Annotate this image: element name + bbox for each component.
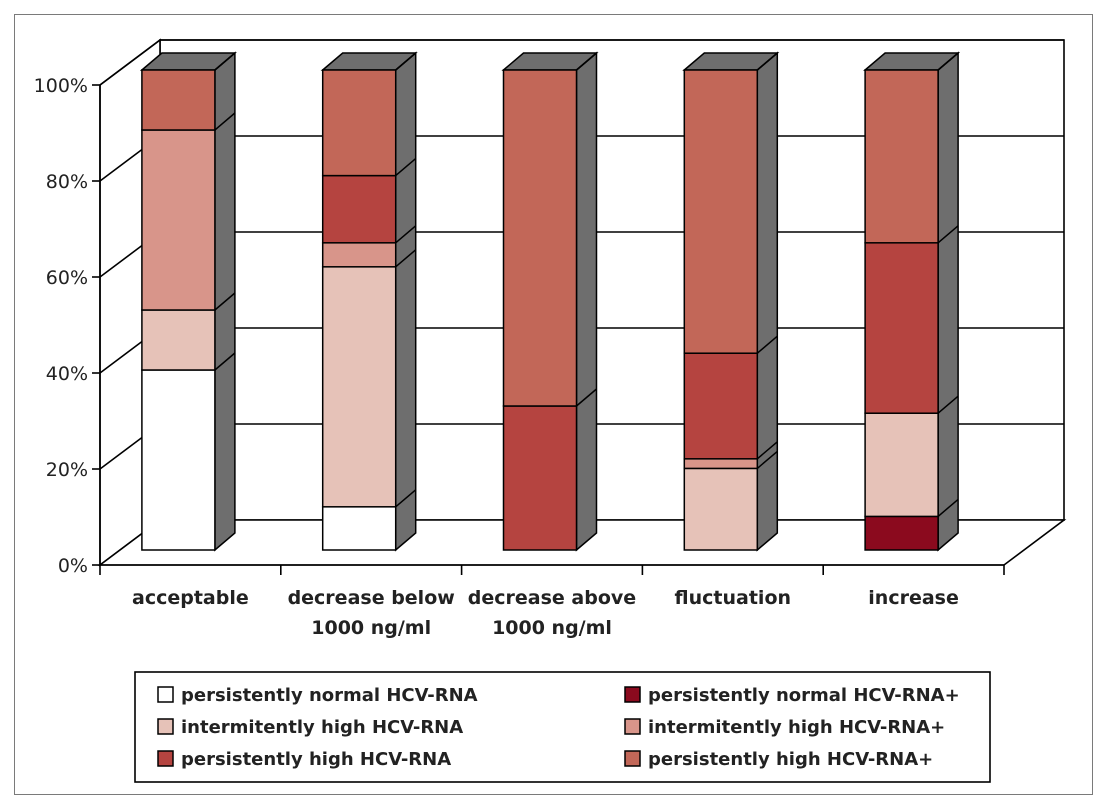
bars (139, 51, 961, 552)
bar-side (394, 51, 417, 552)
category-label: acceptable (132, 587, 249, 609)
legend-entry-persistently-high-hcv-rna: persistently high HCV-RNA (157, 749, 451, 770)
y-tick-label: 100% (34, 75, 88, 97)
segment-persistently-high-hcv-rna (141, 69, 216, 131)
category-label: fluctuation (675, 587, 791, 609)
category-label: increase (868, 587, 959, 609)
segment-persistently-high-hcv-rna (864, 69, 939, 244)
bar-acceptable (139, 51, 237, 552)
segment-intermitently-high-hcv-rna (683, 458, 759, 470)
legend-swatch (624, 718, 641, 735)
category-label: decrease below (288, 587, 455, 609)
segment-edge (214, 52, 236, 71)
legend-label: persistently normal HCV-RNA (181, 685, 478, 706)
segment-edge (395, 158, 417, 177)
bar-decrease-above-1000-ng-ml (501, 51, 599, 552)
legend-box (134, 671, 991, 783)
segment-persistently-high-hcv-rna (683, 69, 759, 354)
gridline (99, 39, 1064, 86)
legend-label: persistently high HCV-RNA (181, 749, 451, 770)
segment-edge (937, 52, 959, 71)
segment-persistently-high-hcv-rna (321, 174, 397, 244)
segment-edge (576, 52, 597, 71)
legend-swatch (157, 686, 174, 703)
segment-edge (395, 249, 417, 268)
segment-intermitently-high-hcv-rna (321, 266, 397, 508)
bar-decrease-below-1000-ng-ml (320, 51, 418, 552)
segment-intermitently-high-hcv-rna (864, 412, 939, 518)
y-axis: 0% 20% 40% 60% 80% 100% (34, 75, 101, 577)
segment-persistently-high-hcv-rna (683, 352, 759, 460)
legend-entry-persistently-normal-hcv-rna: persistently normal HCV-RNA+ (624, 685, 960, 706)
legend-swatch (157, 718, 174, 735)
bar-fluctuation (682, 51, 780, 552)
legend-label: intermitently high HCV-RNA+ (648, 717, 945, 738)
bar-increase (863, 51, 961, 552)
segment-intermitently-high-hcv-rna (141, 129, 216, 311)
segment-edge (756, 441, 778, 460)
segment-edge (214, 352, 236, 371)
legend-swatch (624, 686, 641, 703)
legend-entry-intermitently-high-hcv-rna: intermitently high HCV-RNA (157, 717, 463, 738)
category-label: 1000 ng/ml (492, 617, 612, 639)
segment-intermitently-high-hcv-rna (683, 467, 759, 551)
segment-persistently-high-hcv-rna (502, 69, 578, 407)
segment-edge (756, 52, 778, 71)
segment-persistently-high-hcv-rna (321, 69, 397, 177)
segment-persistently-normal-hcv-rna (321, 506, 397, 551)
segment-intermitently-high-hcv-rna (141, 309, 216, 371)
legend-entry-persistently-high-hcv-rna: persistently high HCV-RNA+ (624, 749, 933, 770)
segment-edge (756, 335, 778, 354)
segment-edge (756, 450, 778, 469)
legend-label: persistently high HCV-RNA+ (648, 749, 933, 770)
segment-edge (937, 225, 959, 244)
segment-persistently-high-hcv-rna (864, 242, 939, 414)
segment-persistently-high-hcv-rna (502, 405, 578, 551)
y-tick-label: 0% (58, 555, 88, 577)
segment-edge (214, 292, 236, 311)
bar-side (937, 51, 959, 552)
y-tick-label: 20% (46, 459, 88, 481)
bar-side (575, 51, 598, 552)
bar-side (756, 51, 779, 552)
segment-edge (395, 225, 417, 244)
y-tick-label: 60% (46, 267, 88, 289)
y-tick-label: 80% (46, 171, 88, 193)
segment-edge (395, 52, 417, 71)
segment-persistently-normal-hcv-rna (141, 369, 216, 551)
segment-edge (937, 498, 959, 517)
segment-edge (214, 112, 236, 131)
legend-entry-intermitently-high-hcv-rna: intermitently high HCV-RNA+ (624, 717, 945, 738)
segment-edge (395, 489, 417, 508)
x-axis: acceptable decrease below 1000 ng/ml decrea… (99, 564, 1005, 639)
legend-label: persistently normal HCV-RNA+ (648, 685, 960, 706)
legend-entry-persistently-normal-hcv-rna: persistently normal HCV-RNA (157, 685, 478, 706)
legend-label: intermitently high HCV-RNA (181, 717, 463, 738)
segment-edge (576, 388, 597, 407)
y-tick-label: 40% (46, 363, 88, 385)
category-label: decrease above (468, 587, 636, 609)
legend-swatch (624, 750, 641, 767)
legend-swatch (157, 750, 174, 767)
category-label: 1000 ng/ml (311, 617, 431, 639)
legend: persistently normal HCV-RNA persistently … (134, 671, 991, 783)
segment-edge (937, 395, 959, 414)
segment-intermitently-high-hcv-rna (321, 242, 397, 268)
segment-persistently-normal-hcv-rna (864, 515, 939, 551)
